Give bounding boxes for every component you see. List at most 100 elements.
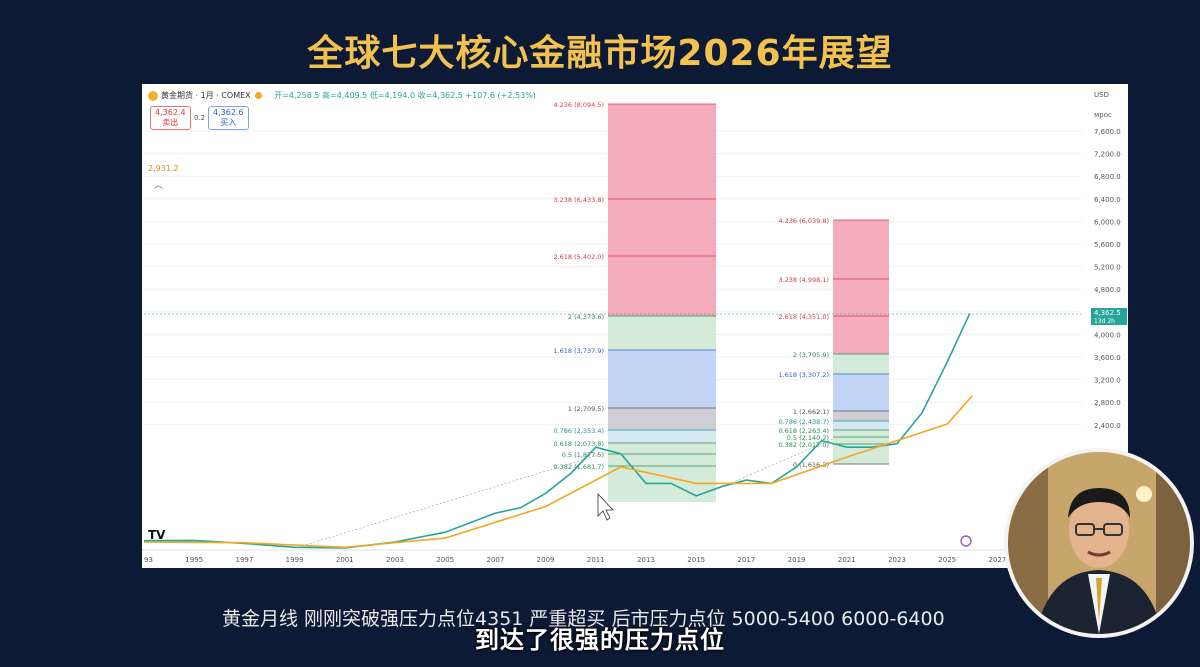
low-value: 低=4,194.0	[369, 91, 416, 100]
fib-zone-right	[833, 430, 889, 437]
x-tick-label: 2027	[988, 556, 1006, 564]
chart-panel[interactable]: 7,600.0 7,200.0 6,800.0 6,400.0 6,000.0 5,600…	[142, 84, 1128, 568]
fib-zone-left	[608, 316, 716, 350]
tradingview-logo: TV	[148, 528, 166, 542]
y-tick-label: 3,600.0	[1094, 354, 1121, 362]
x-tick-label: 2005	[436, 556, 454, 564]
fib-zone-right	[833, 220, 889, 279]
fib-zone-left	[608, 104, 716, 199]
fib-label-left: 0.5 (1,877.5)	[562, 451, 604, 459]
fib-label-left: 0.382 (1,681.7)	[553, 463, 604, 471]
y-tick-label: 5,600.0	[1094, 241, 1121, 249]
chart-header: 黄金期货 · 1月 · COMEX 开=4,258.5 高=4,409.5 低=…	[148, 90, 536, 101]
y-tick-label: 3,200.0	[1094, 377, 1121, 385]
x-tick-label: 1995	[185, 556, 203, 564]
fib-label-right: 2 (3,705.9)	[793, 351, 829, 359]
left-price-marker: 2,931.2	[148, 164, 179, 173]
x-tick-label: 2007	[486, 556, 504, 564]
fib-zone-left	[608, 430, 716, 443]
x-tick-label: 2019	[788, 556, 806, 564]
gold-monthly-chart[interactable]: 7,600.0 7,200.0 6,800.0 6,400.0 6,000.0 5,600…	[142, 84, 1128, 568]
change-value: +107.6 (+2.53%)	[465, 91, 536, 100]
fib-label-left: 3.238 (6,433.8)	[553, 196, 604, 204]
fib-zone-right	[833, 421, 889, 430]
last-price-countdown: 13d 2h	[1094, 318, 1115, 325]
x-tick-label: 1997	[235, 556, 253, 564]
unit-label: мрос	[1094, 111, 1112, 119]
y-tick-label: 2,400.0	[1094, 422, 1121, 430]
last-price-value: 4,362.5	[1094, 309, 1121, 317]
trend-line	[716, 438, 834, 490]
instrument-name[interactable]: 黄金期货 · 1月 · COMEX	[161, 91, 251, 100]
x-tick-label: 2025	[938, 556, 956, 564]
gold-logo-icon	[148, 90, 158, 101]
fib-label-right: 0.5 (2,140.2)	[787, 434, 829, 442]
x-tick-label: 2017	[737, 556, 755, 564]
buy-button[interactable]: 4,362.6 买入	[208, 106, 249, 130]
x-tick-label: 2011	[587, 556, 605, 564]
fib-zone-right	[833, 354, 889, 374]
fib-zone-right	[833, 316, 889, 354]
last-price-badge	[1091, 308, 1127, 325]
fib-label-right: 0.382 (2,017.0)	[778, 441, 829, 449]
y-tick-label: 6,400.0	[1094, 196, 1121, 204]
fib-label-left: 2.618 (5,402.0)	[553, 253, 604, 261]
collapse-caret-icon[interactable]: ︿	[154, 181, 164, 191]
x-tick-label: 93	[144, 556, 153, 564]
sell-button[interactable]: 4,362.4 卖出	[150, 106, 191, 130]
fib-zone-right	[833, 374, 889, 411]
fib-label-right: 2.618 (4,351.0)	[778, 313, 829, 321]
fib-zone-right	[833, 437, 889, 444]
fib-label-left: 0.618 (2,073.8)	[553, 440, 604, 448]
high-value: 高=4,409.5	[322, 91, 368, 100]
status-dot-icon	[254, 92, 262, 99]
fib-label-right: 1.618 (3,307.2)	[778, 371, 829, 379]
buy-label: 买入	[220, 118, 237, 127]
y-tick-label: 6,800.0	[1094, 173, 1121, 181]
open-value: 开=4,258.5	[274, 91, 320, 100]
fib-zone-right	[833, 411, 889, 421]
y-tick-label: 7,200.0	[1094, 151, 1121, 159]
x-tick-label: 2009	[537, 556, 555, 564]
fib-label-right: 4.236 (6,039.8)	[778, 217, 829, 225]
x-tick-label: 2023	[888, 556, 906, 564]
fib-label-left: 1.618 (3,737.9)	[553, 347, 604, 355]
y-tick-label: 4,800.0	[1094, 286, 1121, 294]
fib-label-right: 1 (2,662.1)	[793, 408, 829, 416]
y-tick-label: 7,600.0	[1094, 128, 1121, 136]
x-tick-label: 2013	[637, 556, 655, 564]
fib-label-right: 0.618 (2,263.4)	[778, 427, 829, 435]
sell-price: 4,362.4	[155, 108, 186, 117]
moving-average-line	[143, 395, 973, 549]
subtitle-line: 黄金月线 刚刚突破强压力点位4351 严重超买 后市压力点位 5000-5400…	[222, 608, 945, 630]
x-tick-label: 1999	[286, 556, 304, 564]
x-tick-label: 2003	[386, 556, 404, 564]
video-caption: 到达了很强的压力点位	[475, 626, 725, 654]
fib-zone-left	[608, 199, 716, 256]
fib-label-left: 2 (4,373.6)	[568, 313, 604, 321]
fib-label-right: 3.238 (4,998.1)	[778, 276, 829, 284]
x-tick-label: 2021	[838, 556, 856, 564]
indicator-icon	[960, 535, 972, 547]
x-tick-label: 2001	[336, 556, 354, 564]
fib-zone-left	[608, 350, 716, 408]
fib-zone-right	[833, 279, 889, 316]
y-tick-label: 5,200.0	[1094, 264, 1121, 272]
x-tick-label: 2015	[687, 556, 705, 564]
buy-price: 4,362.6	[213, 108, 244, 117]
fib-zone-right	[833, 444, 889, 464]
trend-line	[301, 451, 609, 547]
close-value: 收=4,362.5	[417, 91, 463, 100]
page-title: 全球七大核心金融市场2026年展望	[307, 33, 893, 74]
fib-zone-left	[608, 256, 716, 316]
fib-label-left: 0.786 (2,353.4)	[553, 427, 604, 435]
y-tick-label: 4,000.0	[1094, 331, 1121, 339]
fib-label-left: 4.236 (8,094.5)	[553, 101, 604, 109]
fib-label-right: 0 (1,616.3)	[793, 461, 829, 469]
fib-zone-left	[608, 454, 716, 466]
y-tick-label: 6,000.0	[1094, 218, 1121, 226]
y-tick-label: 2,800.0	[1094, 399, 1121, 407]
fib-zone-left	[608, 408, 716, 430]
fib-label-left: 1 (2,709.5)	[568, 405, 604, 413]
sell-label: 卖出	[162, 118, 179, 127]
